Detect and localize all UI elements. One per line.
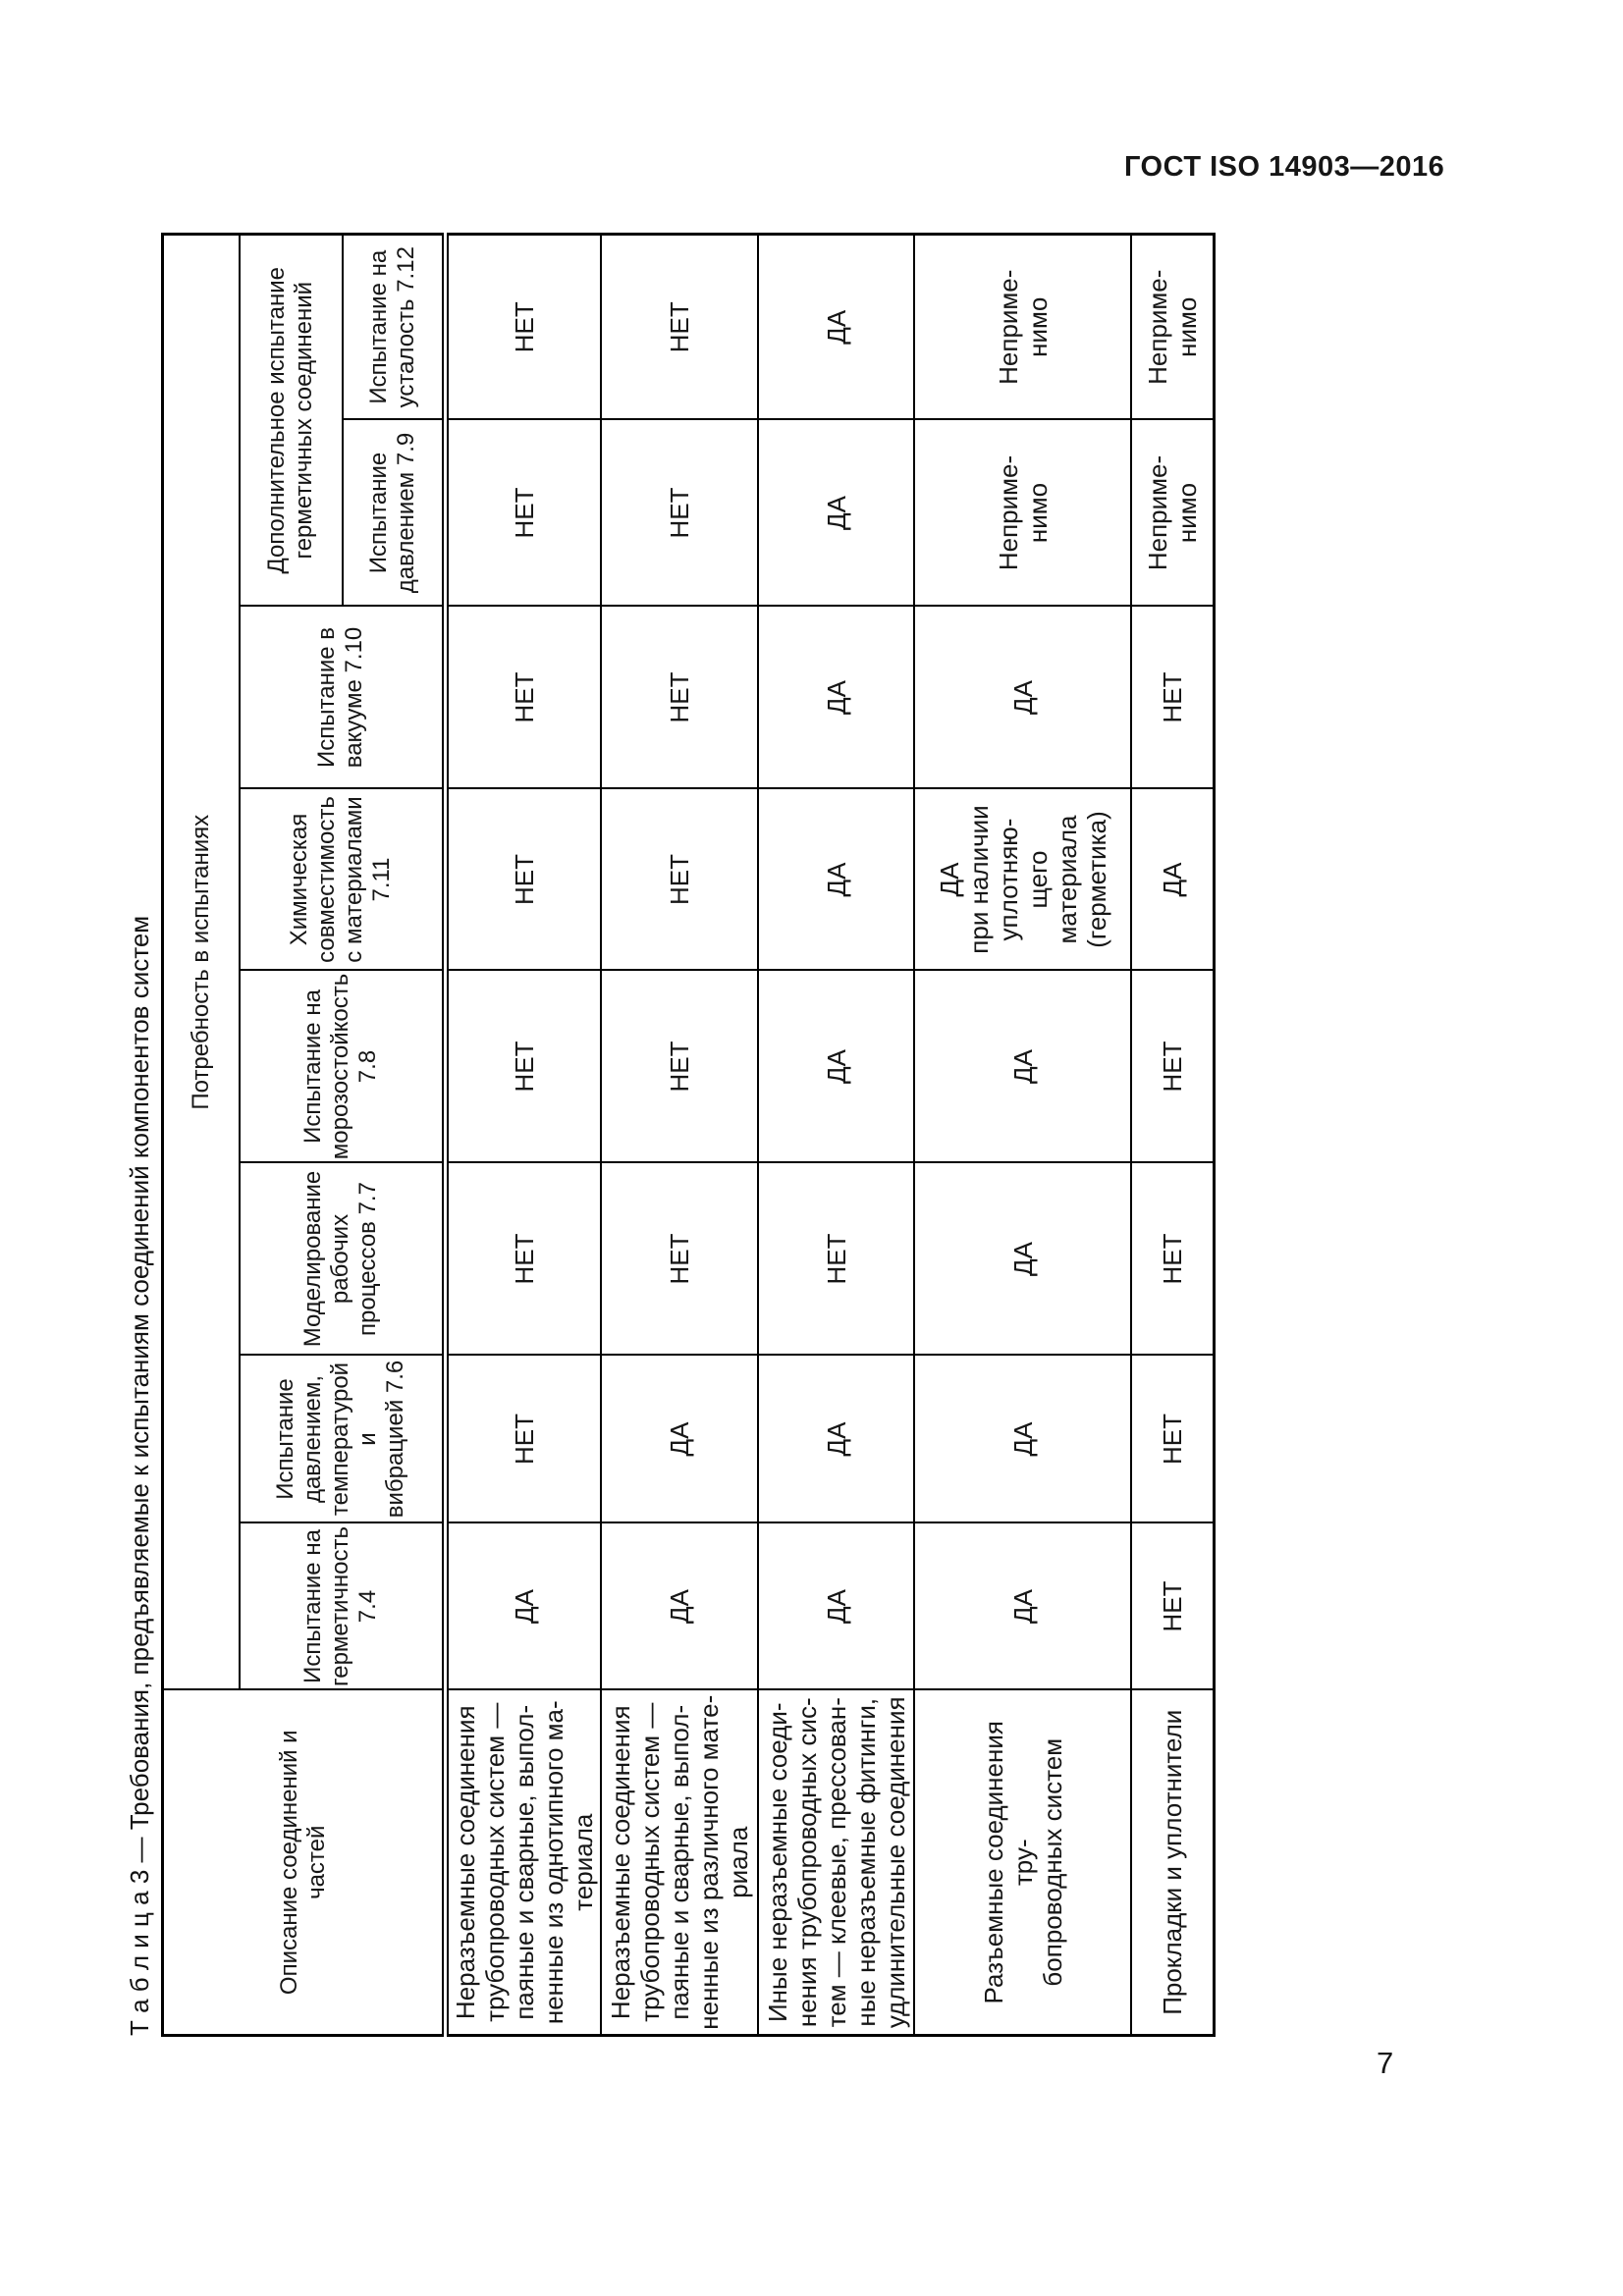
cell-7-12: Неприме- нимо	[1131, 234, 1214, 420]
cell-7-10: НЕТ	[1131, 606, 1214, 789]
cell-7-7: НЕТ	[1131, 1162, 1214, 1356]
column-header-7-8: Испытание на морозостойкость 7.8	[239, 970, 446, 1163]
cell-7-6: ДА	[758, 1355, 914, 1523]
table-row-detachable-joints: Разъемные соединения тру- бопроводных си…	[914, 234, 1131, 2036]
column-header-7-9: Испытание давлением 7.9	[342, 419, 446, 607]
cell-7-6: ДА	[601, 1355, 758, 1523]
header-row-1: Описание соединений и частей Потребность…	[162, 234, 446, 2036]
row-description: Неразъемные соединения трубопроводных си…	[601, 1689, 758, 2036]
cell-7-11: НЕТ	[445, 788, 601, 971]
row-description: Разъемные соединения тру- бопроводных си…	[914, 1689, 1131, 2036]
cell-7-10: НЕТ	[601, 606, 758, 789]
column-header-7-12: Испытание на усталость 7.12	[342, 234, 446, 420]
cell-7-11: ДА при наличии уплотняю- щего материала …	[914, 788, 1131, 971]
rotated-table-inner: Т а б л и ц а 3 — Требования, предъявляе…	[125, 232, 1216, 2037]
cell-7-10: НЕТ	[445, 606, 601, 789]
cell-7-7: НЕТ	[758, 1162, 914, 1356]
cell-7-12: НЕТ	[601, 234, 758, 420]
column-group-additional-tests: Дополнительное испытание герметичных сое…	[239, 234, 343, 607]
cell-7-12: ДА	[758, 234, 914, 420]
row-description: Неразъемные соединения трубопроводных си…	[445, 1689, 601, 2036]
rotated-table-region: Т а б л и ц а 3 — Требования, предъявляе…	[125, 232, 1224, 2040]
cell-7-4: ДА	[601, 1522, 758, 1690]
cell-7-12: Неприме- нимо	[914, 234, 1131, 420]
column-header-7-10: Испытание в вакууме 7.10	[239, 606, 446, 789]
row-description: Прокладки и уплотнители	[1131, 1689, 1214, 2036]
cell-7-7: НЕТ	[601, 1162, 758, 1356]
table-row-other-permanent-joints: Иные неразъемные соеди- нения трубопрово…	[758, 234, 914, 2036]
table-row-permanent-different-material: Неразъемные соединения трубопроводных си…	[601, 234, 758, 2036]
cell-7-10: ДА	[758, 606, 914, 789]
cell-7-4: ДА	[758, 1522, 914, 1690]
row-description: Иные неразъемные соеди- нения трубопрово…	[758, 1689, 914, 2036]
cell-7-11: ДА	[1131, 788, 1214, 971]
cell-7-4: НЕТ	[1131, 1522, 1214, 1690]
cell-7-8: НЕТ	[601, 970, 758, 1163]
cell-7-11: ДА	[758, 788, 914, 971]
cell-7-6: НЕТ	[445, 1355, 601, 1523]
cell-7-11: НЕТ	[601, 788, 758, 971]
cell-7-7: ДА	[914, 1162, 1131, 1356]
cell-7-9: НЕТ	[445, 419, 601, 607]
cell-7-9: Неприме- нимо	[1131, 419, 1214, 607]
cell-7-8: ДА	[914, 970, 1131, 1163]
document-header: ГОСТ ISO 14903—2016	[1124, 151, 1445, 183]
cell-7-9: Неприме- нимо	[914, 419, 1131, 607]
page-number: 7	[1377, 2046, 1394, 2080]
table-title: Т а б л и ц а 3 — Требования, предъявляе…	[125, 915, 154, 2036]
cell-7-8: НЕТ	[1131, 970, 1214, 1163]
cell-7-8: НЕТ	[445, 970, 601, 1163]
column-header-description: Описание соединений и частей	[162, 1689, 446, 2036]
cell-7-6: НЕТ	[1131, 1355, 1214, 1523]
table-row-permanent-same-material: Неразъемные соединения трубопроводных си…	[445, 234, 601, 2036]
table-row-gaskets-seals: Прокладки и уплотнители НЕТ НЕТ НЕТ НЕТ …	[1131, 234, 1214, 2036]
cell-7-4: ДА	[914, 1522, 1131, 1690]
column-header-7-7: Моделирование рабочих процессов 7.7	[239, 1162, 446, 1356]
column-header-7-6: Испытание давлением, температурой и вибр…	[239, 1355, 446, 1523]
cell-7-7: НЕТ	[445, 1162, 601, 1356]
cell-7-8: ДА	[758, 970, 914, 1163]
table-3: Описание соединений и частей Потребность…	[161, 232, 1216, 2037]
cell-7-9: НЕТ	[601, 419, 758, 607]
cell-7-6: ДА	[914, 1355, 1131, 1523]
cell-7-12: НЕТ	[445, 234, 601, 420]
cell-7-9: ДА	[758, 419, 914, 607]
cell-7-10: ДА	[914, 606, 1131, 789]
column-header-7-4: Испытание на герметичность 7.4	[239, 1522, 446, 1690]
cell-7-4: ДА	[445, 1522, 601, 1690]
column-group-need-for-tests: Потребность в испытаниях	[162, 234, 240, 1690]
column-header-7-11: Химическая совместимость с материалами 7…	[239, 788, 446, 971]
